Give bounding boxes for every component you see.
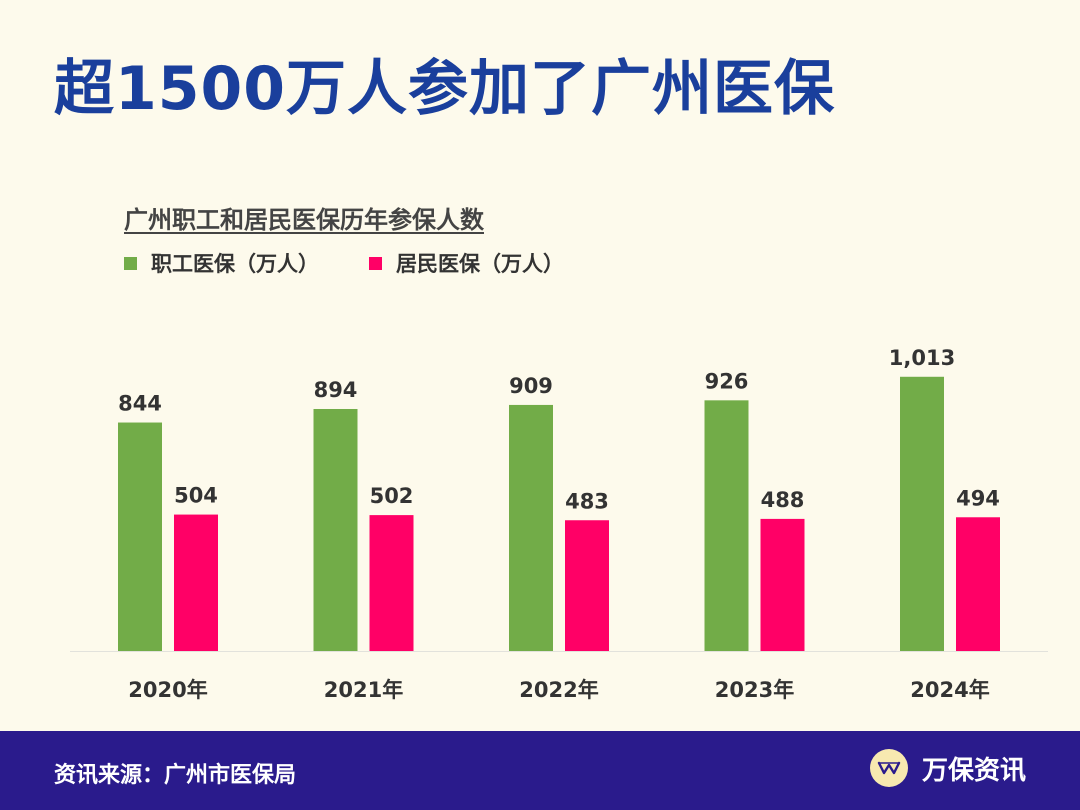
- data-label-employee-4: 1,013: [889, 346, 955, 370]
- brand-name: 万保资讯: [921, 755, 1026, 786]
- bar-employee-2: [509, 404, 553, 651]
- source-note: 资讯来源：广州市医保局: [54, 763, 297, 788]
- chart-legend: 职工医保（万人） 居民医保（万人）: [124, 248, 564, 278]
- data-label-resident-1: 502: [370, 484, 414, 508]
- chart-title: 广州职工和居民医保历年参保人数: [124, 206, 484, 234]
- legend-item-resident: 居民医保（万人）: [369, 248, 564, 278]
- x-tick-label-0: 2020年: [128, 678, 207, 702]
- x-tick-label-2: 2022年: [519, 678, 598, 702]
- legend-label-resident: 居民医保（万人）: [396, 252, 564, 276]
- wanbao-logo-icon: [869, 749, 908, 787]
- data-label-employee-0: 844: [118, 392, 162, 416]
- legend-swatch-resident: [369, 256, 382, 270]
- legend-item-employee: 职工医保（万人）: [124, 248, 319, 278]
- bar-chart: 844 504 2020年 894 502 2021年 909 483 2022年 926 488 2…: [70, 346, 1048, 702]
- x-tick-label-4: 2024年: [910, 678, 989, 702]
- legend-label-employee: 职工医保（万人）: [151, 252, 319, 276]
- x-tick-label-3: 2023年: [715, 678, 794, 702]
- bar-employee-4: [900, 376, 944, 651]
- brand: 万保资讯: [869, 749, 1026, 787]
- bar-resident-4: [956, 517, 1000, 651]
- bar-employee-3: [704, 400, 749, 651]
- bar-resident-0: [174, 514, 218, 651]
- bar-resident-2: [565, 520, 609, 651]
- bar-resident-3: [760, 518, 805, 651]
- data-label-resident-3: 488: [761, 488, 805, 512]
- page-headline: 超1500万人参加了广州医保: [54, 54, 835, 124]
- bar-employee-0: [118, 422, 162, 651]
- data-label-employee-2: 909: [509, 374, 553, 398]
- data-label-resident-2: 483: [565, 489, 609, 513]
- x-tick-label-1: 2021年: [324, 678, 403, 702]
- data-label-resident-4: 494: [956, 486, 1000, 510]
- data-label-employee-3: 926: [705, 369, 749, 393]
- data-label-employee-1: 894: [314, 378, 358, 402]
- legend-swatch-employee: [124, 256, 137, 270]
- data-label-resident-0: 504: [174, 484, 218, 508]
- footer-bar: 资讯来源：广州市医保局 万保资讯: [0, 731, 1080, 810]
- bar-employee-1: [313, 408, 358, 651]
- bar-resident-1: [369, 515, 414, 651]
